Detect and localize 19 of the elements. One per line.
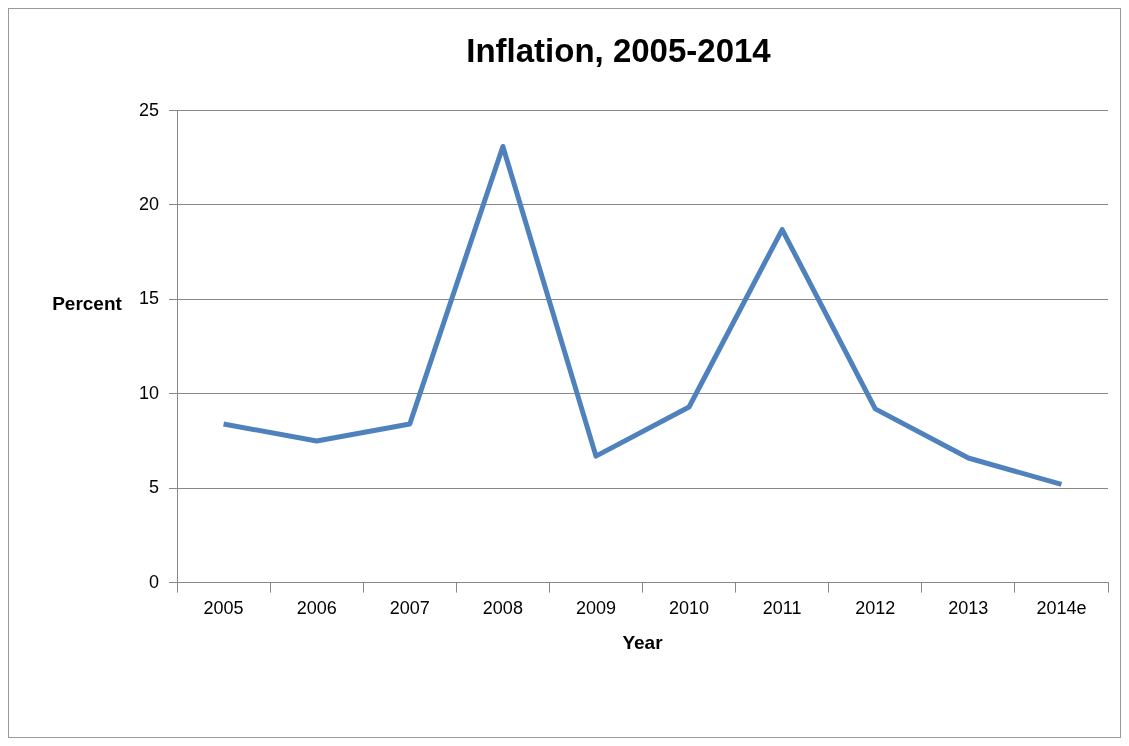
x-tick-label: 2011: [762, 598, 802, 619]
x-tick-label: 2006: [296, 598, 337, 619]
x-axis-title: Year: [622, 631, 664, 653]
x-tick-label: 2009: [575, 598, 616, 619]
y-tick-label: 20: [138, 193, 160, 214]
y-tick-label: 5: [149, 477, 160, 498]
x-tick-label: 2014e: [1036, 598, 1087, 619]
y-axis-title: Percent: [52, 292, 123, 314]
y-tick-label: 25: [138, 99, 160, 120]
x-tick-label: 2013: [948, 598, 989, 619]
y-tick-label: 0: [149, 571, 160, 592]
x-tick-label: 2005: [203, 598, 244, 619]
x-tick-label: 2008: [482, 598, 523, 619]
x-tick-label: 2007: [389, 598, 430, 619]
y-tick-label: 15: [138, 288, 160, 309]
y-tick-label: 10: [138, 382, 160, 403]
x-tick-label: 2010: [669, 598, 710, 619]
chart-title: Inflation, 2005-2014: [466, 31, 772, 69]
x-tick-label: 2012: [855, 598, 896, 619]
